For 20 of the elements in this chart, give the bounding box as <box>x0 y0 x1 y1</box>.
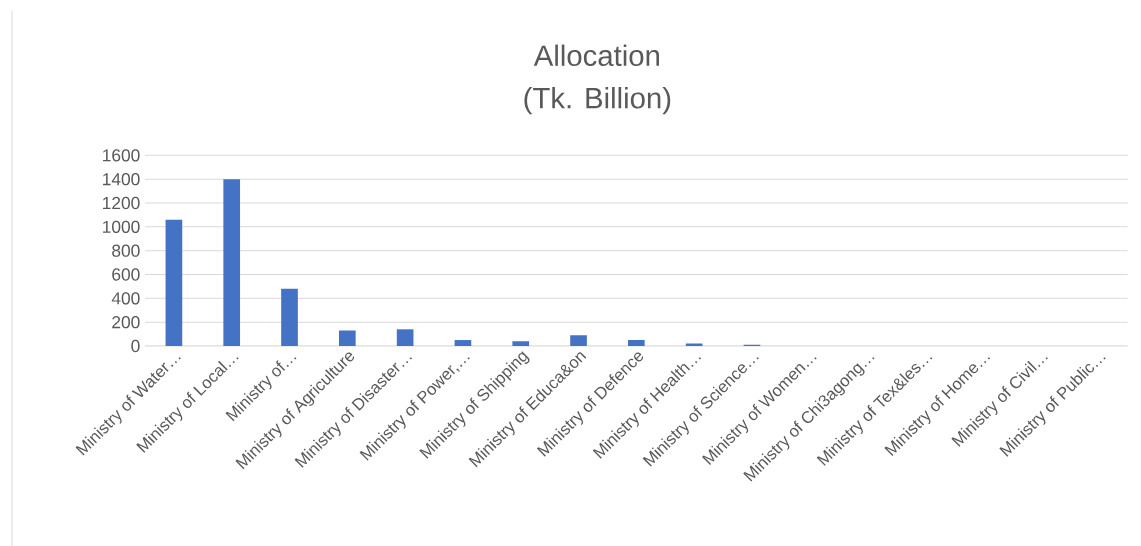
y-tick-label: 800 <box>112 244 140 257</box>
y-tick-label: 1600 <box>103 149 140 162</box>
bar <box>338 330 356 346</box>
y-tick-label: 1200 <box>103 196 140 210</box>
bar <box>396 329 414 346</box>
y-tick-label: 400 <box>111 292 140 305</box>
y-tick-label: 1000 <box>103 220 140 233</box>
bar <box>570 335 587 346</box>
bar <box>628 340 645 346</box>
bar <box>454 340 472 346</box>
chart-title: Allocation <box>533 44 660 67</box>
y-tick-label: 1400 <box>103 173 140 186</box>
bar <box>223 179 241 346</box>
y-tick-label: 200 <box>112 316 140 329</box>
chart-subtitle: (Tk. Billion) <box>524 86 671 115</box>
bar <box>281 288 298 346</box>
y-tick-label: 0 <box>131 339 140 353</box>
bar <box>165 219 183 346</box>
y-tick-label: 600 <box>112 268 140 281</box>
bar <box>512 341 530 346</box>
